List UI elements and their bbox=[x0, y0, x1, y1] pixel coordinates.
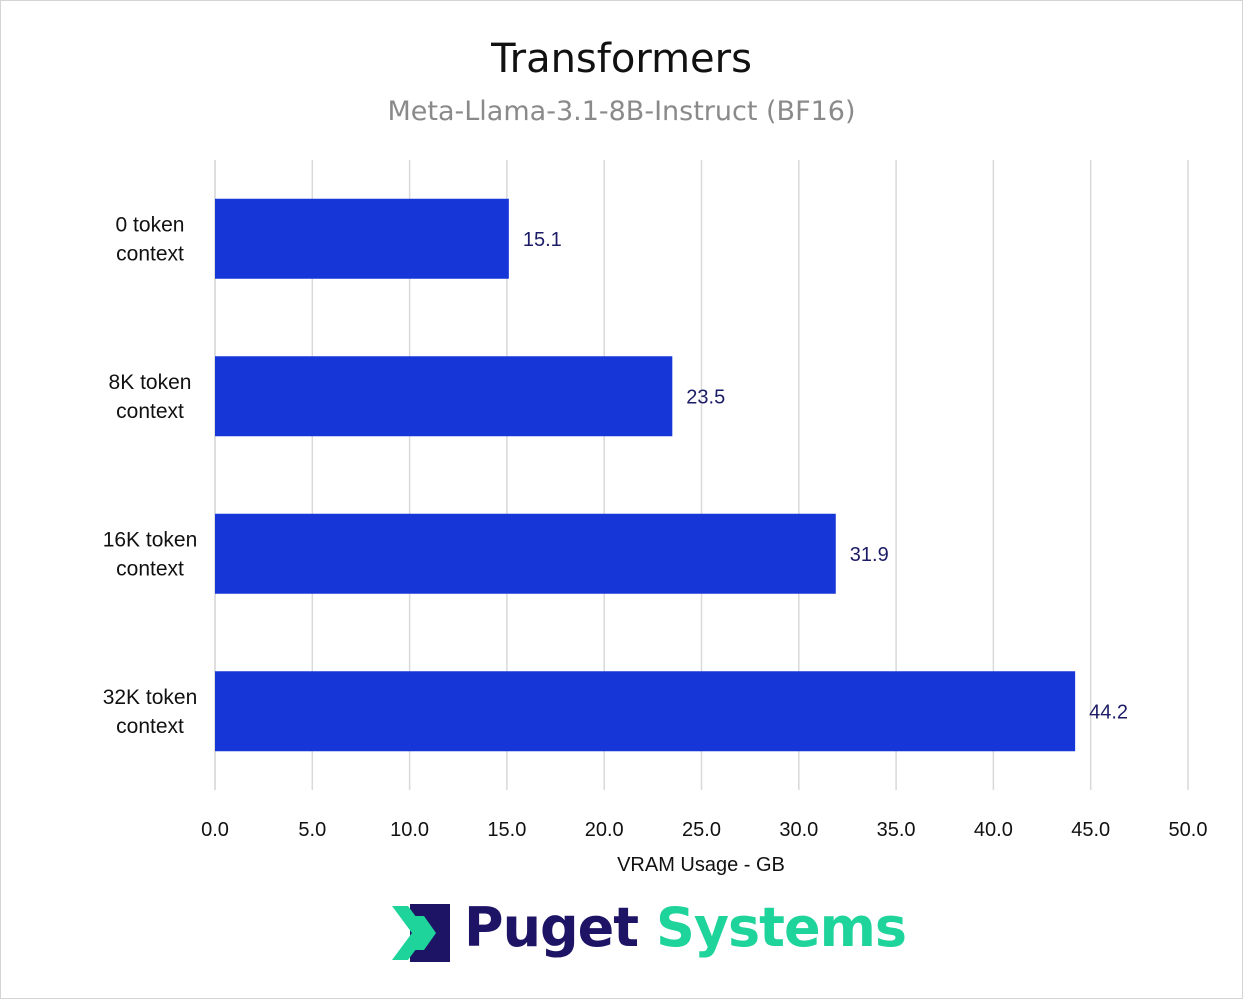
x-tick-label: 50.0 bbox=[1169, 819, 1208, 841]
category-label: 8K token context bbox=[109, 371, 192, 423]
x-tick-label: 25.0 bbox=[682, 819, 721, 841]
bar-value-label: 44.2 bbox=[1089, 701, 1128, 723]
logo-word-puget: Puget bbox=[464, 896, 639, 959]
x-tick-label: 35.0 bbox=[877, 819, 916, 841]
bar-value-label: 31.9 bbox=[850, 544, 889, 566]
bar bbox=[215, 513, 836, 594]
puget-chevron-logo-icon bbox=[392, 904, 450, 962]
category-label: 32K token context bbox=[103, 686, 198, 738]
bar-value-label: 15.1 bbox=[523, 229, 562, 251]
labels: 0.0 5.0 10.0 15.0 20.0 25.0 30.0 35.0 40.0 45.0 50… bbox=[103, 213, 1208, 841]
bar bbox=[215, 198, 509, 279]
bars bbox=[215, 198, 1076, 752]
chart-title: Transformers bbox=[491, 36, 752, 82]
bar bbox=[215, 356, 673, 437]
x-tick-label: 10.0 bbox=[390, 819, 429, 841]
x-tick-label: 30.0 bbox=[779, 819, 818, 841]
x-tick-label: 5.0 bbox=[298, 819, 326, 841]
category-label: 0 token context bbox=[116, 213, 185, 265]
logo-word-systems: Systems bbox=[655, 896, 907, 959]
x-axis-title: VRAM Usage - GB bbox=[617, 854, 785, 876]
logo-wordmark: Puget Systems bbox=[464, 896, 907, 959]
x-tick-label: 15.0 bbox=[487, 819, 526, 841]
chart-subtitle: Meta-Llama-3.1-8B-Instruct (BF16) bbox=[387, 96, 856, 127]
x-tick-label: 40.0 bbox=[974, 819, 1013, 841]
bar bbox=[215, 671, 1076, 752]
x-tick-label: 20.0 bbox=[585, 819, 624, 841]
bar-value-label: 23.5 bbox=[686, 386, 725, 408]
x-tick-label: 45.0 bbox=[1071, 819, 1110, 841]
category-label: 16K token context bbox=[103, 528, 198, 580]
x-tick-label: 0.0 bbox=[201, 819, 229, 841]
